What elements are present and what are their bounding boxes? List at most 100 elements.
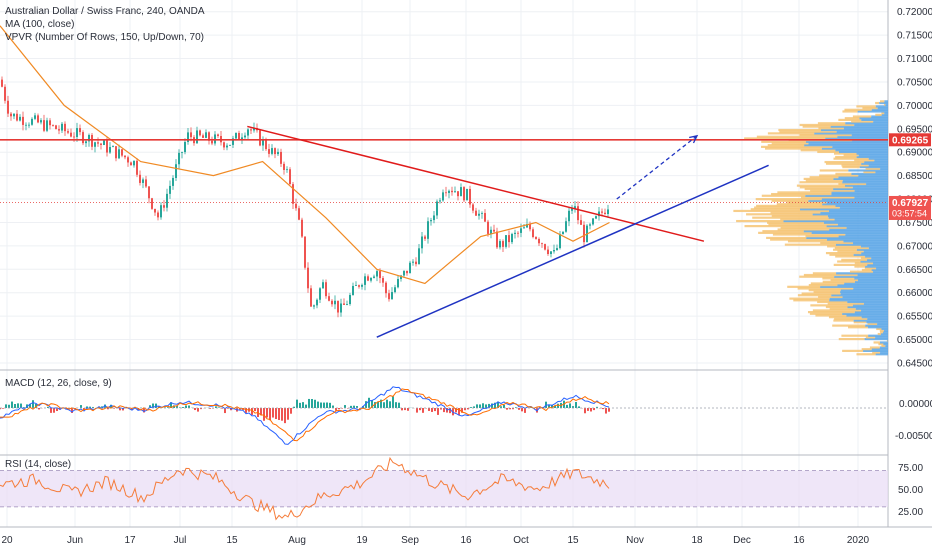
macd-axis[interactable]: 0.00000 -0.00500 [895, 399, 932, 442]
volume-profile-row [829, 307, 856, 310]
candle-body [394, 287, 396, 293]
candle-body [187, 132, 189, 142]
macd-histogram-bar [278, 408, 280, 421]
volume-profile-row [820, 211, 888, 214]
volume-profile-row [851, 120, 874, 123]
volume-profile-row [806, 236, 888, 240]
candle-body [34, 115, 36, 119]
volume-profile-row [777, 191, 832, 194]
macd-histogram-bar [101, 406, 103, 408]
macd-histogram-bar [521, 408, 523, 412]
volume-profile-row [883, 329, 888, 332]
macd-histogram-bar [11, 401, 13, 408]
volume-profile-row [820, 285, 888, 288]
volume-profile-row [875, 353, 888, 356]
projection-arrow[interactable] [616, 134, 699, 200]
candle-body [403, 270, 405, 276]
descending-trendline[interactable] [247, 125, 705, 242]
volume-profile-row [835, 172, 852, 175]
candle-body [277, 151, 279, 155]
candle-body [97, 142, 99, 144]
macd-histogram-bar [449, 408, 451, 414]
candle-body [583, 224, 585, 243]
macd-tick: -0.00500 [895, 431, 932, 442]
volume-profile-row [835, 155, 857, 159]
volume-profile-row [843, 240, 888, 243]
macd-histogram-bar [476, 404, 478, 408]
volume-profile-row [750, 208, 801, 211]
volume-profile-row [851, 172, 888, 175]
macd-histogram-bar [458, 408, 460, 416]
candle-body [67, 131, 69, 133]
volume-profile-row [847, 300, 888, 304]
macd-histogram-bar [311, 399, 313, 408]
volume-profile-row [844, 184, 888, 187]
candle-body [529, 224, 531, 230]
volume-profile-row [881, 327, 888, 331]
volume-profile-row [844, 282, 888, 285]
volume-profile-row [771, 199, 809, 202]
price-axis[interactable]: 0.72000 0.71500 0.71000 0.70500 0.70000 0.695… [897, 7, 932, 369]
candle-body [382, 278, 384, 283]
volume-profile-row [826, 201, 888, 204]
volume-profile-row [810, 282, 845, 285]
candle-body [163, 205, 165, 208]
macd-histogram-bar [383, 402, 385, 408]
volume-profile-row [766, 236, 807, 240]
candle-body [130, 162, 132, 166]
volume-profile-row [761, 145, 833, 148]
candle-body [361, 284, 363, 287]
volume-profile-row [842, 349, 864, 352]
candle-body [16, 113, 18, 121]
rsi-tick: 75.00 [898, 463, 923, 474]
volume-profile-row [836, 130, 888, 133]
volume-profile-row [877, 106, 888, 110]
volume-profile-row [834, 317, 868, 320]
candle-body [46, 120, 48, 131]
macd-histogram-bar [224, 408, 226, 414]
candle-body [604, 212, 606, 215]
candle-body [532, 229, 534, 238]
volume-profile-row [837, 250, 864, 253]
candle-body [376, 271, 378, 277]
volume-profile-row [854, 123, 888, 127]
volume-profile-row [768, 223, 838, 226]
volume-profile-row [868, 326, 888, 329]
macd-histogram-bar [14, 404, 16, 408]
volume-profile-row [873, 341, 880, 344]
macd-histogram-bar [260, 408, 262, 415]
macd-histogram-bar [419, 408, 421, 411]
volume-profile-row [800, 208, 888, 211]
volume-profile-row [767, 132, 815, 135]
volume-profile-row [805, 235, 839, 238]
rsi-axis[interactable]: 75.00 50.00 25.00 [898, 463, 923, 518]
macd-histogram-bar [524, 408, 526, 413]
candle-body [94, 142, 96, 147]
volume-profile-row [821, 147, 888, 150]
candle-body [196, 130, 198, 144]
volume-profile-row [805, 194, 888, 197]
candle-body [592, 218, 594, 225]
candle-body [349, 294, 351, 305]
volume-profile-row [783, 219, 888, 223]
macd-histogram-bar [287, 408, 289, 420]
macd-histogram-bar [365, 401, 367, 408]
candle-body [322, 282, 324, 289]
candle-body [385, 282, 387, 294]
macd-histogram-bar [491, 403, 493, 408]
macd-histogram-bar [422, 408, 424, 413]
ascending-trendline[interactable] [376, 164, 769, 338]
volume-profile-row [824, 160, 865, 164]
time-axis[interactable]: 20 Jun 17 Jul 15 Aug 19 Sep 16 Oct 15 Nov 18 Dec 16 202… [1, 535, 869, 546]
time-tick: Sep [401, 535, 419, 546]
volume-profile-row [875, 336, 888, 339]
candle-body [37, 115, 39, 123]
volume-profile-row [840, 290, 888, 293]
candle-body [253, 128, 255, 131]
candle-body [262, 139, 264, 146]
candle-body [319, 288, 321, 300]
macd-histogram-bar [464, 408, 466, 411]
volume-profile-row [838, 182, 867, 186]
candle-body [214, 134, 216, 144]
